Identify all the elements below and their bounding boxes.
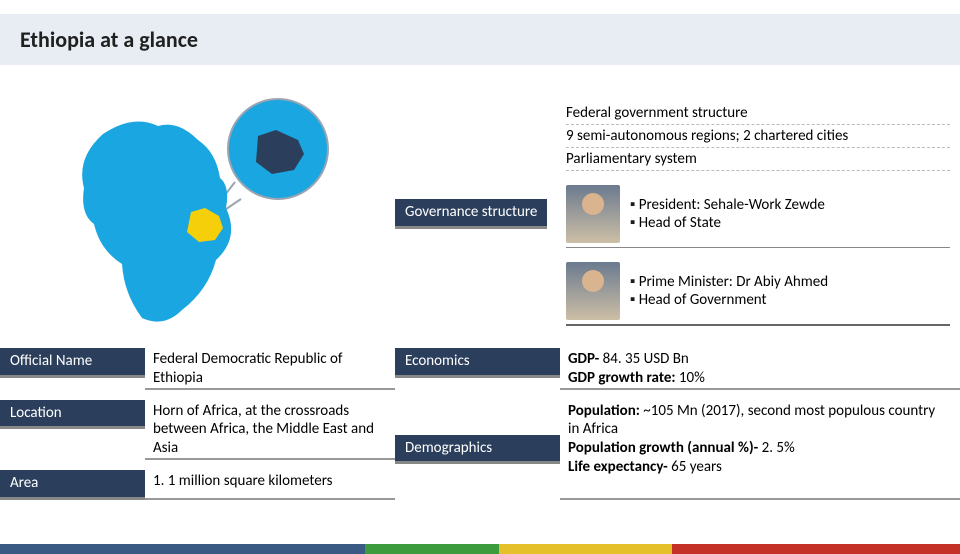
title-bar: Ethiopia at a glance (0, 14, 960, 65)
stripe-blue (0, 544, 365, 554)
content-grid: Governance structure Federal government … (0, 84, 960, 542)
official-name-label: Official Name (0, 348, 145, 378)
gov-line: Federal government structure (566, 102, 950, 125)
pm-portrait (566, 262, 620, 320)
leader-row-president: President: Sehale-Work Zewde Head of Sta… (566, 185, 950, 248)
president-portrait (566, 185, 620, 243)
stripe-red (672, 544, 960, 554)
fact-label: Economics (395, 348, 560, 378)
area-label: Area (0, 470, 145, 500)
president-role: Head of State (630, 214, 825, 232)
stripe-yellow (499, 544, 672, 554)
area-value: 1. 1 million square kilometers (145, 470, 395, 500)
governance-label: Governance structure (395, 199, 547, 229)
location-label: Location (0, 400, 145, 430)
governance-label-cell: Governance structure (395, 84, 560, 344)
economics-label: Economics (395, 348, 560, 378)
demographics-label: Demographics (395, 435, 560, 465)
fact-label: Demographics (395, 435, 560, 465)
pm-text: Prime Minister: Dr Abiy Ahmed Head of Go… (630, 273, 828, 309)
page-title: Ethiopia at a glance (20, 26, 940, 53)
gov-line: 9 semi-autonomous regions; 2 chartered c… (566, 125, 950, 148)
leader-row-pm: Prime Minister: Dr Abiy Ahmed Head of Go… (566, 262, 950, 326)
fact-label: Official Name (0, 348, 145, 378)
footer-flag-stripes (0, 544, 960, 554)
president-name: President: Sehale-Work Zewde (630, 196, 825, 214)
fact-label: Location (0, 400, 145, 430)
governance-details: Federal government structure 9 semi-auto… (560, 84, 960, 344)
pm-role: Head of Government (630, 291, 828, 309)
stripe-green (365, 544, 499, 554)
location-value: Horn of Africa, at the crossroads betwee… (145, 400, 395, 460)
fact-label: Area (0, 470, 145, 500)
governance-lines: Federal government structure 9 semi-auto… (566, 102, 950, 171)
demographics-value: Population: ~105 Mn (2017), second most … (560, 400, 960, 500)
economics-value: GDP- 84. 35 USD BnGDP growth rate: 10% (560, 348, 960, 390)
map-region (0, 84, 395, 344)
official-name-value: Federal Democratic Republic of Ethiopia (145, 348, 395, 390)
gov-line: Parliamentary system (566, 148, 950, 171)
president-text: President: Sehale-Work Zewde Head of Sta… (630, 196, 825, 232)
pm-name: Prime Minister: Dr Abiy Ahmed (630, 273, 828, 291)
africa-map (33, 94, 363, 334)
facts-grid: Official Name Federal Democratic Republi… (0, 344, 960, 542)
